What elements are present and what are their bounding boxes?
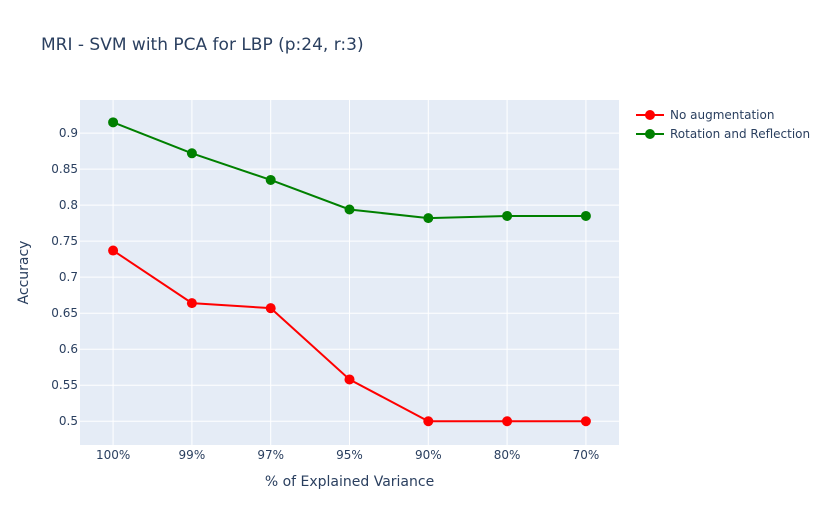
y-tick-label: 0.7 <box>59 270 78 284</box>
series-1[interactable] <box>108 245 591 427</box>
legend-marker <box>645 110 655 120</box>
y-tick-label: 0.8 <box>59 198 78 212</box>
data-point[interactable] <box>344 374 355 385</box>
y-tick-label: 0.9 <box>59 126 78 140</box>
data-point[interactable] <box>580 210 591 221</box>
legend[interactable]: No augmentation Rotation and Reflection <box>636 108 810 141</box>
data-point[interactable] <box>108 245 119 256</box>
data-point[interactable] <box>186 148 197 159</box>
series-2[interactable] <box>108 117 591 224</box>
x-tick-label: 70% <box>573 448 600 462</box>
series-layer <box>108 117 591 427</box>
legend-label: No augmentation <box>670 108 774 122</box>
data-point[interactable] <box>265 303 276 314</box>
legend-marker <box>645 129 655 139</box>
data-point[interactable] <box>108 117 119 128</box>
y-tick-label: 0.55 <box>51 378 78 392</box>
data-point[interactable] <box>265 174 276 185</box>
y-tick-label: 0.6 <box>59 342 78 356</box>
y-axis-title: Accuracy <box>16 241 32 305</box>
y-tick-label: 0.65 <box>51 306 78 320</box>
data-point[interactable] <box>423 416 434 427</box>
x-tick-label: 97% <box>257 448 284 462</box>
x-tick-label: 80% <box>494 448 521 462</box>
x-axis-title: % of Explained Variance <box>265 474 434 490</box>
chart-title: MRI - SVM with PCA for LBP (p:24, r:3) <box>41 35 364 55</box>
legend-label: Rotation and Reflection <box>670 127 810 141</box>
legend-item[interactable]: Rotation and Reflection <box>636 127 810 141</box>
y-tick-label: 0.75 <box>51 234 78 248</box>
y-tick-label: 0.85 <box>51 162 78 176</box>
y-tick-labels: 0.5 0.55 0.6 0.65 0.7 0.75 0.8 0.85 0.9 <box>51 126 78 428</box>
data-point[interactable] <box>580 416 591 427</box>
y-tick-label: 0.5 <box>59 414 78 428</box>
x-tick-label: 95% <box>336 448 363 462</box>
data-point[interactable] <box>186 298 197 309</box>
x-tick-label: 99% <box>179 448 206 462</box>
data-point[interactable] <box>423 213 434 224</box>
data-point[interactable] <box>502 210 513 221</box>
data-point[interactable] <box>344 204 355 215</box>
legend-item[interactable]: No augmentation <box>636 108 774 122</box>
x-tick-labels: 100% 99% 97% 95% 90% 80% 70% <box>96 448 599 462</box>
x-tick-label: 90% <box>415 448 442 462</box>
data-point[interactable] <box>502 416 513 427</box>
x-tick-label: 100% <box>96 448 130 462</box>
